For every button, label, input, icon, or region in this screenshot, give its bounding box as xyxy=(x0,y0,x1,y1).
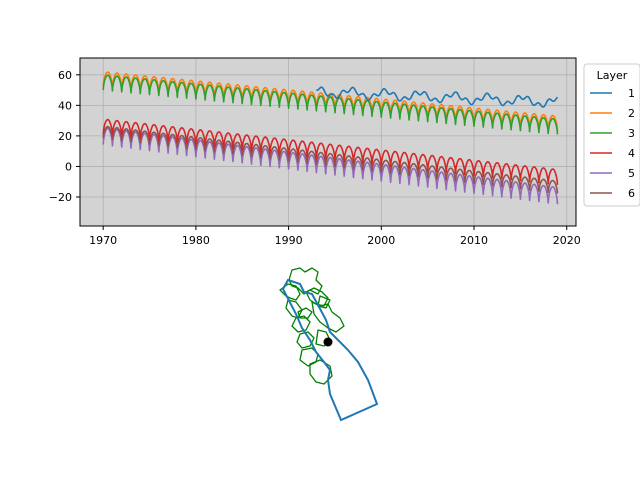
series-line-6 xyxy=(102,125,559,194)
subregion-outline xyxy=(288,267,323,295)
hydrograph-chart: 1970 1980 1990 2000 2010 2020 −20 0 20 40 60 Layer… xyxy=(49,57,640,247)
x-tick-label: 1990 xyxy=(275,234,303,247)
series-layer xyxy=(102,71,559,205)
plot-area xyxy=(79,57,577,227)
y-tick-label: 40 xyxy=(58,99,72,112)
axis-ticks: 1970 1980 1990 2000 2010 2020 −20 0 20 40 60 xyxy=(49,69,581,247)
subregion-outline xyxy=(311,301,345,333)
series-line-4 xyxy=(102,118,559,185)
subregion-outline xyxy=(291,315,311,333)
y-tick-label: 20 xyxy=(58,130,72,143)
legend-label-6: 6 xyxy=(628,187,635,200)
subregion-outlines xyxy=(279,267,345,385)
subregion-outline xyxy=(305,287,329,307)
y-tick-label: 0 xyxy=(65,160,72,173)
series-line-5 xyxy=(102,127,559,205)
x-tick-label: 1970 xyxy=(89,234,117,247)
subregion-outline xyxy=(296,331,315,349)
legend-label-2: 2 xyxy=(628,107,635,120)
subregion-outline xyxy=(317,295,331,309)
plot-frame xyxy=(79,57,577,227)
subregion-outline xyxy=(279,283,301,301)
location-map xyxy=(279,267,379,422)
legend-box xyxy=(583,63,640,207)
x-tick-label: 2000 xyxy=(367,234,395,247)
series-line-1 xyxy=(316,86,559,108)
y-tick-label: −20 xyxy=(49,191,72,204)
subregion-outline xyxy=(297,307,313,319)
legend-title: Layer xyxy=(597,69,628,82)
legend-label-3: 3 xyxy=(628,127,635,140)
grid-lines xyxy=(80,58,576,226)
x-tick-label: 2020 xyxy=(553,234,581,247)
legend-label-5: 5 xyxy=(628,167,635,180)
x-tick-label: 1980 xyxy=(182,234,210,247)
legend-label-4: 4 xyxy=(628,147,635,160)
well-location-marker xyxy=(323,337,333,347)
model-boundary xyxy=(281,278,379,422)
y-tick-label: 60 xyxy=(58,69,72,82)
x-tick-label: 2010 xyxy=(460,234,488,247)
legend: Layer 1 2 3 4 5 6 xyxy=(583,63,640,207)
legend-items: 1 2 3 4 5 6 xyxy=(590,87,635,200)
series-line-3 xyxy=(102,74,559,135)
legend-label-1: 1 xyxy=(628,87,635,100)
